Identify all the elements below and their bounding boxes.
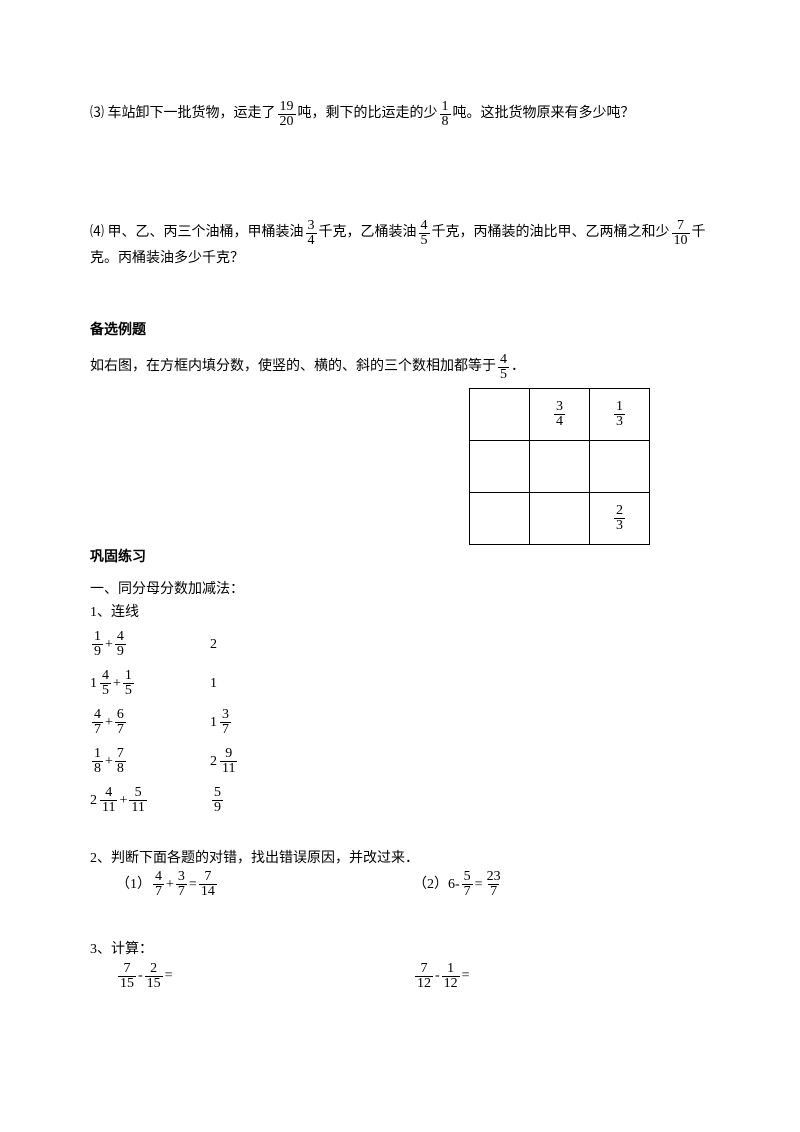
match-row: 2411 + 511 59: [90, 783, 710, 819]
q2-label: 2、判断下面各题的对错，找出错误原因，并改过来．: [90, 848, 710, 870]
grid-cell: [470, 492, 530, 544]
q3-label: 3、计算：: [90, 939, 710, 961]
problem-3-text: ⑶ 车站卸下一批货物，运走了 19 20 吨，剩下的比运走的少 1 8 吨。这批…: [90, 100, 710, 129]
match-row: 18 + 78 2911: [90, 744, 710, 780]
fraction: 47: [153, 870, 164, 899]
fraction: 19: [92, 630, 103, 659]
fraction: 19 20: [278, 100, 296, 129]
fraction: 511: [129, 786, 146, 815]
problem-4: ⑷ 甲、乙、丙三个油桶，甲桶装油 3 4 千克，乙桶装油 4 5 千克，丙桶装的…: [90, 219, 710, 270]
equals-sym: =: [462, 965, 470, 987]
problem-3-label: ⑶: [90, 103, 104, 125]
q2b: （2） 6 - 57 = 237: [413, 870, 710, 899]
q2-row: （1） 47 + 37 = 714 （2） 6 - 57 = 237: [90, 870, 710, 899]
mixed-number: 2411: [90, 786, 119, 815]
int-val: 1: [210, 673, 217, 695]
q3a: 715 - 215 =: [116, 962, 413, 991]
fraction: 18: [92, 747, 103, 776]
text: 吨。这批货物原来有多少吨？: [453, 103, 635, 125]
plus-sym: +: [105, 634, 113, 656]
matching-block: 19 + 49 2 145 + 15 1 47 + 67 137: [90, 627, 710, 819]
int-val: 6: [448, 874, 455, 896]
mixed-number: 145: [90, 669, 113, 698]
plus-sym: +: [105, 712, 113, 734]
grid-cell: 2 3: [590, 492, 650, 544]
fraction: 3 4: [306, 219, 317, 248]
q3-row: 715 - 215 = 712 - 112 =: [90, 962, 710, 991]
fraction: 3 4: [554, 400, 565, 429]
fraction: 1 8: [440, 100, 451, 129]
plus-sym: +: [113, 673, 121, 695]
plus-sym: +: [105, 751, 113, 773]
fraction: 7 10: [672, 219, 690, 248]
magic-square-grid: 3 4 1 3 2 3: [469, 388, 650, 545]
grid-cell: 1 3: [590, 388, 650, 440]
fraction: 215: [145, 962, 163, 991]
text: 千: [692, 222, 706, 244]
problem-3: ⑶ 车站卸下一批货物，运走了 19 20 吨，剩下的比运走的少 1 8 吨。这批…: [90, 100, 710, 129]
minus-sym: -: [138, 965, 143, 987]
page: ⑶ 车站卸下一批货物，运走了 19 20 吨，剩下的比运走的少 1 8 吨。这批…: [0, 0, 800, 1031]
fraction: 4 5: [419, 219, 430, 248]
problem-4-line2: 克。丙桶装油多少千克？: [90, 248, 710, 270]
q2a-label: （1）: [116, 874, 151, 896]
grid-cell: [470, 440, 530, 492]
text: 千克，丙桶装的油比甲、乙两桶之和少: [432, 222, 670, 244]
fraction: 57: [462, 870, 473, 899]
fraction: 37: [176, 870, 187, 899]
fraction: 714: [199, 870, 217, 899]
fraction: 4 5: [498, 353, 509, 382]
text: 吨，剩下的比运走的少: [298, 103, 438, 125]
minus-sym: -: [435, 965, 440, 987]
q2b-label: （2）: [413, 874, 448, 896]
q2a: （1） 47 + 37 = 714: [116, 870, 413, 899]
text: 千克，乙桶装油: [319, 222, 417, 244]
fraction: 715: [118, 962, 136, 991]
plus-sym: +: [166, 874, 174, 896]
problem-4-line1: ⑷ 甲、乙、丙三个油桶，甲桶装油 3 4 千克，乙桶装油 4 5 千克，丙桶装的…: [90, 219, 710, 248]
grid-cell: [470, 388, 530, 440]
match-row: 47 + 67 137: [90, 705, 710, 741]
text: 甲、乙、丙三个油桶，甲桶装油: [108, 222, 304, 244]
match-row: 19 + 49 2: [90, 627, 710, 663]
plus-sym: +: [119, 790, 127, 812]
mixed-number: 2911: [210, 747, 239, 776]
equals-sym: =: [165, 965, 173, 987]
int-val: 2: [210, 634, 217, 656]
text: 如右图，在方框内填分数，使竖的、横的、斜的三个数相加都等于: [90, 356, 496, 378]
fraction: 712: [415, 962, 433, 991]
q3b: 712 - 112 =: [413, 962, 710, 991]
grid-cell: 3 4: [530, 388, 590, 440]
mixed-number: 137: [210, 708, 233, 737]
optional-text: 如右图，在方框内填分数，使竖的、横的、斜的三个数相加都等于 4 5 ．: [90, 353, 710, 382]
q1-label: 1、连线: [90, 602, 710, 624]
practice-sub1: 一、同分母分数加减法：: [90, 579, 710, 601]
grid-cell: [530, 492, 590, 544]
equals-sym: =: [475, 874, 483, 896]
fraction: 15: [123, 669, 134, 698]
fraction: 49: [115, 630, 126, 659]
grid-cell: [590, 440, 650, 492]
equals-sym: =: [189, 874, 197, 896]
fraction: 47: [92, 708, 103, 737]
fraction: 67: [115, 708, 126, 737]
practice-heading: 巩固练习: [90, 547, 710, 569]
fraction: 237: [485, 870, 503, 899]
optional-heading: 备选例题: [90, 320, 710, 342]
text: ．: [511, 356, 525, 378]
fraction: 59: [212, 786, 223, 815]
problem-4-label: ⑷: [90, 222, 104, 244]
minus-sym: -: [455, 874, 460, 896]
match-row: 145 + 15 1: [90, 666, 710, 702]
fraction: 78: [115, 747, 126, 776]
text: 克。丙桶装油多少千克？: [90, 248, 244, 270]
fraction: 2 3: [614, 504, 625, 533]
fraction: 112: [442, 962, 460, 991]
grid-cell: [530, 440, 590, 492]
text: 车站卸下一批货物，运走了: [108, 103, 276, 125]
fraction: 1 3: [614, 400, 625, 429]
